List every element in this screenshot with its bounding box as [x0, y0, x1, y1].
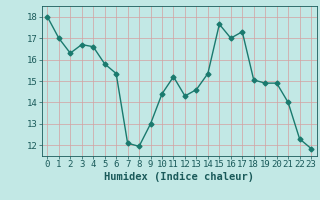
X-axis label: Humidex (Indice chaleur): Humidex (Indice chaleur)	[104, 172, 254, 182]
